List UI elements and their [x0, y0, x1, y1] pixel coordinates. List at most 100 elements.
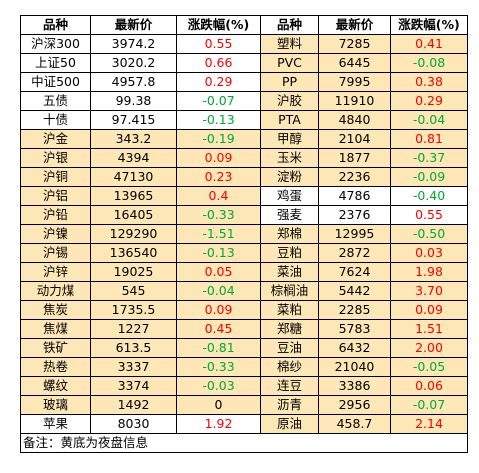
instrument-name-right: 沥青 [260, 395, 319, 415]
latest-price-left: 8030 [90, 414, 177, 434]
latest-price-right: 2376 [318, 205, 391, 225]
table-row: 热卷 3337 -0.33 棉纱 21040 -0.05 [20, 357, 468, 377]
latest-price-right: 2236 [318, 167, 391, 187]
change-percent-right: 1.98 [390, 262, 468, 282]
instrument-name-right: 郑棉 [260, 224, 319, 244]
table-row: 沪银 4394 0.09 玉米 1877 -0.37 [20, 148, 468, 168]
instrument-name-right: 棕榈油 [260, 281, 319, 301]
latest-price-right: 11910 [318, 91, 391, 111]
change-percent-left: 0.09 [176, 148, 261, 168]
futures-quotes-table: 品种 最新价 涨跌幅(%) 品种 最新价 涨跌幅(%) 沪深300 3974.2 0… [20, 15, 468, 453]
header-change-right: 涨跌幅(%) [390, 15, 468, 35]
latest-price-left: 129290 [90, 224, 177, 244]
change-percent-left: 1.92 [176, 414, 261, 434]
change-percent-right: 2.14 [390, 414, 468, 434]
instrument-name-right: 原油 [260, 414, 319, 434]
instrument-name-left: 焦煤 [20, 319, 91, 339]
instrument-name-right: 玉米 [260, 148, 319, 168]
latest-price-right: 4786 [318, 186, 391, 206]
latest-price-left: 13965 [90, 186, 177, 206]
latest-price-right: 2956 [318, 395, 391, 415]
instrument-name-left: 沪银 [20, 148, 91, 168]
table-row: 上证50 3020.2 0.66 PVC 6445 -0.08 [20, 53, 468, 73]
instrument-name-left: 沪铅 [20, 205, 91, 225]
change-percent-left: 0.23 [176, 167, 261, 187]
instrument-name-left: 苹果 [20, 414, 91, 434]
latest-price-left: 1735.5 [90, 300, 177, 320]
latest-price-right: 5783 [318, 319, 391, 339]
change-percent-left: 0.45 [176, 319, 261, 339]
latest-price-left: 99.38 [90, 91, 177, 111]
change-percent-right: 0.29 [390, 91, 468, 111]
change-percent-left: 0.05 [176, 262, 261, 282]
latest-price-right: 1877 [318, 148, 391, 168]
change-percent-right: 1.51 [390, 319, 468, 339]
change-percent-left: 0.29 [176, 72, 261, 92]
table-row: 焦炭 1735.5 0.09 菜粕 2285 0.09 [20, 300, 468, 320]
table-row: 沪锌 19025 0.05 菜油 7624 1.98 [20, 262, 468, 282]
instrument-name-right: 豆油 [260, 338, 319, 358]
change-percent-right: 0.03 [390, 243, 468, 263]
header-price-left: 最新价 [90, 15, 177, 35]
footer-row: 备注：黄底为夜盘信息 [20, 433, 468, 453]
latest-price-left: 97.415 [90, 110, 177, 130]
quotes-sheet: 品种 最新价 涨跌幅(%) 品种 最新价 涨跌幅(%) 沪深300 3974.2 0… [20, 15, 468, 453]
instrument-name-right: 豆粕 [260, 243, 319, 263]
change-percent-right: 2.00 [390, 338, 468, 358]
instrument-name-left: 沪锌 [20, 262, 91, 282]
instrument-name-left: 沪锡 [20, 243, 91, 263]
instrument-name-left: 动力煤 [20, 281, 91, 301]
latest-price-left: 3374 [90, 376, 177, 396]
latest-price-right: 12995 [318, 224, 391, 244]
header-name-left: 品种 [20, 15, 91, 35]
latest-price-right: 6432 [318, 338, 391, 358]
change-percent-right: -0.08 [390, 53, 468, 73]
change-percent-right: -0.05 [390, 357, 468, 377]
change-percent-left: -0.33 [176, 357, 261, 377]
instrument-name-left: 沪镍 [20, 224, 91, 244]
instrument-name-right: PVC [260, 53, 319, 73]
change-percent-left: -1.51 [176, 224, 261, 244]
header-change-left: 涨跌幅(%) [176, 15, 261, 35]
quotes-body: 沪深300 3974.2 0.55 塑料 7285 0.41 上证50 3020.2 0.66 P… [20, 34, 468, 434]
latest-price-right: 7995 [318, 72, 391, 92]
table-row: 沪镍 129290 -1.51 郑棉 12995 -0.50 [20, 224, 468, 244]
instrument-name-right: 沪胶 [260, 91, 319, 111]
change-percent-left: 0 [176, 395, 261, 415]
instrument-name-right: 甲醇 [260, 129, 319, 149]
latest-price-right: 3386 [318, 376, 391, 396]
latest-price-left: 4957.8 [90, 72, 177, 92]
table-row: 玻璃 1492 0 沥青 2956 -0.07 [20, 395, 468, 415]
instrument-name-left: 热卷 [20, 357, 91, 377]
instrument-name-left: 玻璃 [20, 395, 91, 415]
instrument-name-left: 螺纹 [20, 376, 91, 396]
instrument-name-left: 十债 [20, 110, 91, 130]
change-percent-right: -0.07 [390, 395, 468, 415]
footer-note: 备注：黄底为夜盘信息 [20, 433, 468, 453]
table-row: 焦煤 1227 0.45 郑糖 5783 1.51 [20, 319, 468, 339]
instrument-name-right: 强麦 [260, 205, 319, 225]
instrument-name-right: PP [260, 72, 319, 92]
latest-price-right: 2104 [318, 129, 391, 149]
instrument-name-left: 沪铝 [20, 186, 91, 206]
change-percent-right: -0.04 [390, 110, 468, 130]
latest-price-left: 545 [90, 281, 177, 301]
table-row: 沪锡 136540 -0.13 豆粕 2872 0.03 [20, 243, 468, 263]
instrument-name-left: 沪深300 [20, 34, 91, 54]
table-row: 沪深300 3974.2 0.55 塑料 7285 0.41 [20, 34, 468, 54]
instrument-name-left: 沪铜 [20, 167, 91, 187]
change-percent-right: -0.09 [390, 167, 468, 187]
latest-price-right: 4840 [318, 110, 391, 130]
instrument-name-right: 菜油 [260, 262, 319, 282]
table-row: 沪铅 16405 -0.33 强麦 2376 0.55 [20, 205, 468, 225]
header-row: 品种 最新价 涨跌幅(%) 品种 最新价 涨跌幅(%) [20, 15, 468, 35]
latest-price-left: 613.5 [90, 338, 177, 358]
change-percent-left: -0.07 [176, 91, 261, 111]
instrument-name-left: 焦炭 [20, 300, 91, 320]
instrument-name-right: 塑料 [260, 34, 319, 54]
table-row: 动力煤 545 -0.04 棕榈油 5442 3.70 [20, 281, 468, 301]
change-percent-right: 3.70 [390, 281, 468, 301]
latest-price-left: 3020.2 [90, 53, 177, 73]
change-percent-right: -0.37 [390, 148, 468, 168]
instrument-name-right: 菜粕 [260, 300, 319, 320]
